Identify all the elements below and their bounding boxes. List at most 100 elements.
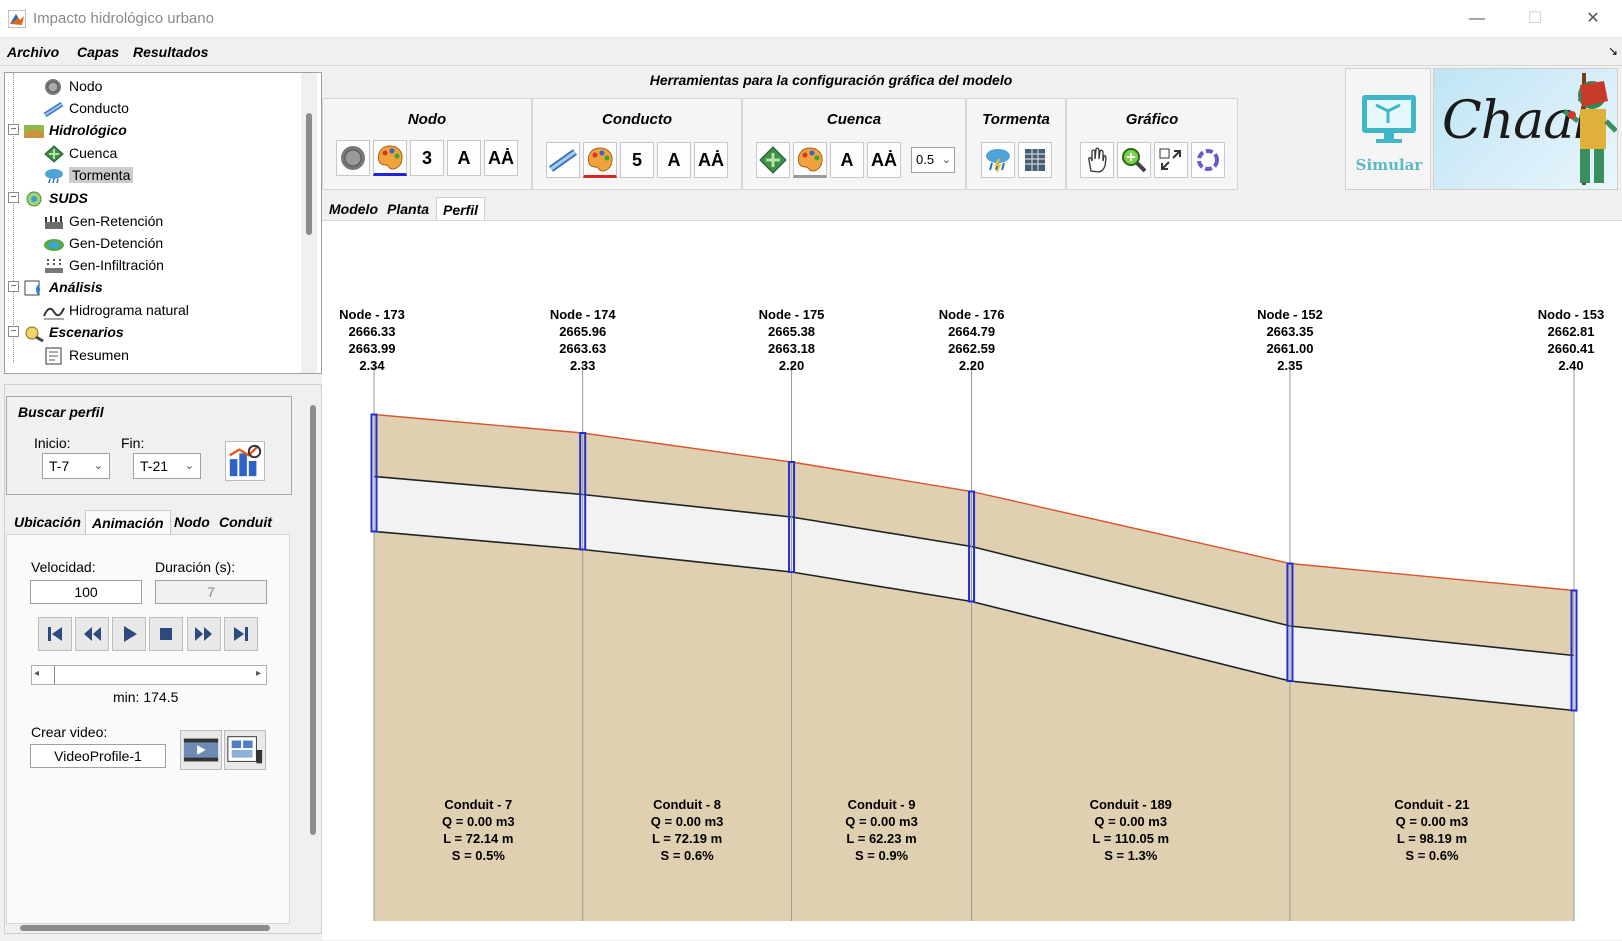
- slider-left-arrow-icon[interactable]: ◂: [34, 668, 40, 679]
- extent-button[interactable]: [1154, 142, 1188, 178]
- conduit-font-button[interactable]: A: [657, 142, 691, 178]
- node-font-size-button[interactable]: AȦ: [484, 140, 518, 176]
- tree-item-resumen[interactable]: Resumen: [43, 344, 129, 366]
- node-color-button[interactable]: [373, 140, 407, 176]
- tree-item-nodo[interactable]: Nodo: [43, 75, 102, 97]
- expander-hidrologico[interactable]: −: [8, 124, 19, 135]
- basin-opacity-select[interactable]: 0.5 ⌄: [911, 147, 955, 173]
- node-size-button[interactable]: 3: [410, 140, 444, 176]
- matlab-icon: [8, 10, 26, 28]
- minimize-button[interactable]: —: [1469, 10, 1485, 27]
- video-name-input[interactable]: VideoProfile-1: [30, 744, 166, 768]
- rewind-button[interactable]: [75, 617, 109, 651]
- fin-select[interactable]: T-21 ⌄: [133, 453, 201, 479]
- first-frame-button[interactable]: [38, 617, 72, 651]
- basin-color-button[interactable]: [793, 142, 827, 178]
- tab-ubicacion[interactable]: Ubicación: [14, 514, 81, 530]
- basin-font-button[interactable]: A: [830, 142, 864, 178]
- refresh-button[interactable]: [1191, 142, 1225, 178]
- tree-item-hidrograma[interactable]: Hidrograma natural: [43, 299, 189, 321]
- record-video-button[interactable]: [180, 730, 222, 770]
- tab-nodo[interactable]: Nodo: [174, 514, 210, 530]
- conduit-color-button[interactable]: [583, 142, 617, 178]
- tab-planta[interactable]: Planta: [387, 201, 430, 217]
- skip-start-icon: [48, 627, 62, 641]
- node-label: Node - 173 2666.33 2663.99 2.34: [322, 306, 422, 374]
- left-panel-scrollbar-thumb[interactable]: [310, 405, 316, 835]
- stop-button[interactable]: [149, 617, 183, 651]
- tree-scrollbar[interactable]: [301, 73, 317, 373]
- toolgroup-title: Gráfico: [1125, 111, 1179, 128]
- palette-icon: [797, 147, 823, 172]
- node-font-button[interactable]: A: [447, 140, 481, 176]
- last-frame-button[interactable]: [224, 617, 258, 651]
- tree-group-escenarios[interactable]: Escenarios: [23, 321, 124, 343]
- velocidad-input[interactable]: 100: [30, 580, 142, 604]
- storm-button[interactable]: [981, 142, 1015, 178]
- expander-analisis[interactable]: −: [8, 281, 19, 292]
- play-button[interactable]: [112, 617, 146, 651]
- tree-item-tormenta[interactable]: Tormenta: [43, 164, 134, 186]
- node-label-invert: 2663.99: [348, 341, 396, 356]
- tree-item-label: Nodo: [69, 78, 103, 94]
- tab-animacion[interactable]: Animación: [85, 510, 171, 534]
- conduit-style-button[interactable]: [546, 142, 580, 178]
- tree-group-label: Análisis: [49, 279, 103, 295]
- zoom-button[interactable]: [1117, 142, 1151, 178]
- inicio-select[interactable]: T-7 ⌄: [42, 453, 110, 479]
- menu-archivo[interactable]: Archivo: [7, 44, 60, 60]
- pan-button[interactable]: [1080, 142, 1114, 178]
- search-profile-button[interactable]: [225, 441, 265, 481]
- left-panel-hscroll-thumb[interactable]: [20, 925, 270, 931]
- chevron-down-icon: ⌄: [93, 460, 103, 472]
- tree-group-analisis[interactable]: Análisis: [23, 276, 103, 298]
- maximize-button[interactable]: ☐: [1527, 10, 1543, 27]
- slider-right-arrow-icon[interactable]: ▸: [256, 668, 262, 679]
- tree-item-gen-detencion[interactable]: Gen-Detención: [43, 232, 163, 254]
- expander-suds[interactable]: −: [8, 192, 19, 203]
- menu-capas[interactable]: Capas: [77, 44, 120, 60]
- conduit-size-button[interactable]: 5: [620, 142, 654, 178]
- expander-escenarios[interactable]: −: [8, 326, 19, 337]
- node-label-invert: 2662.59: [948, 341, 996, 356]
- buscar-perfil-group: Buscar perfil Inicio: T-7 ⌄ Fin: T-21 ⌄: [6, 396, 292, 495]
- tree-group-hidrologico[interactable]: Hidrológico: [23, 119, 127, 141]
- undock-icon[interactable]: ↘: [1608, 44, 1619, 58]
- node-label-name: Nodo - 153: [1537, 307, 1605, 322]
- stop-icon: [160, 628, 172, 640]
- tree-group-suds[interactable]: SUDS: [23, 187, 88, 209]
- duracion-input: 7: [155, 580, 267, 604]
- tree-item-gen-infiltracion[interactable]: Gen-Infiltración: [43, 254, 164, 276]
- conduit-font-size-button[interactable]: AȦ: [694, 142, 728, 178]
- video-settings-button[interactable]: [224, 730, 266, 770]
- simulate-label: Simular: [1355, 156, 1423, 174]
- close-button[interactable]: ✕: [1586, 10, 1600, 27]
- tree-scrollbar-thumb[interactable]: [306, 113, 312, 235]
- tab-conduit[interactable]: Conduit: [219, 514, 272, 530]
- slider-thumb[interactable]: [54, 666, 55, 684]
- storm-table-button[interactable]: [1018, 142, 1052, 178]
- inicio-label: Inicio:: [34, 435, 71, 451]
- basin-style-button[interactable]: [756, 142, 790, 178]
- title-bar: Impacto hidrológico urbano — ☐ ✕: [0, 0, 1622, 38]
- tree-item-conducto[interactable]: Conducto: [43, 97, 129, 119]
- profile-plot: [370, 361, 1578, 921]
- detention-icon: [44, 239, 64, 252]
- table-icon: [1025, 149, 1045, 171]
- fast-forward-button[interactable]: [187, 617, 221, 651]
- duracion-label: Duración (s):: [155, 559, 236, 575]
- tree-item-cuenca[interactable]: Cuenca: [43, 142, 117, 164]
- profile-chart-icon: [229, 444, 262, 477]
- simulate-button[interactable]: Simular: [1345, 68, 1431, 190]
- left-panel-scrollbar[interactable]: [305, 385, 321, 925]
- basin-font-size-button[interactable]: AȦ: [867, 142, 901, 178]
- node-label-depth: 2.40: [1558, 358, 1584, 373]
- tab-perfil[interactable]: Perfil: [436, 197, 486, 221]
- menu-resultados[interactable]: Resultados: [133, 44, 209, 60]
- node-label-invert: 2663.63: [559, 341, 607, 356]
- animation-slider[interactable]: ◂ ▸: [31, 665, 267, 685]
- manhole-node: [370, 413, 378, 533]
- tab-modelo[interactable]: Modelo: [329, 201, 378, 217]
- node-style-button[interactable]: [336, 140, 370, 176]
- tree-item-gen-retencion[interactable]: Gen-Retención: [43, 210, 163, 232]
